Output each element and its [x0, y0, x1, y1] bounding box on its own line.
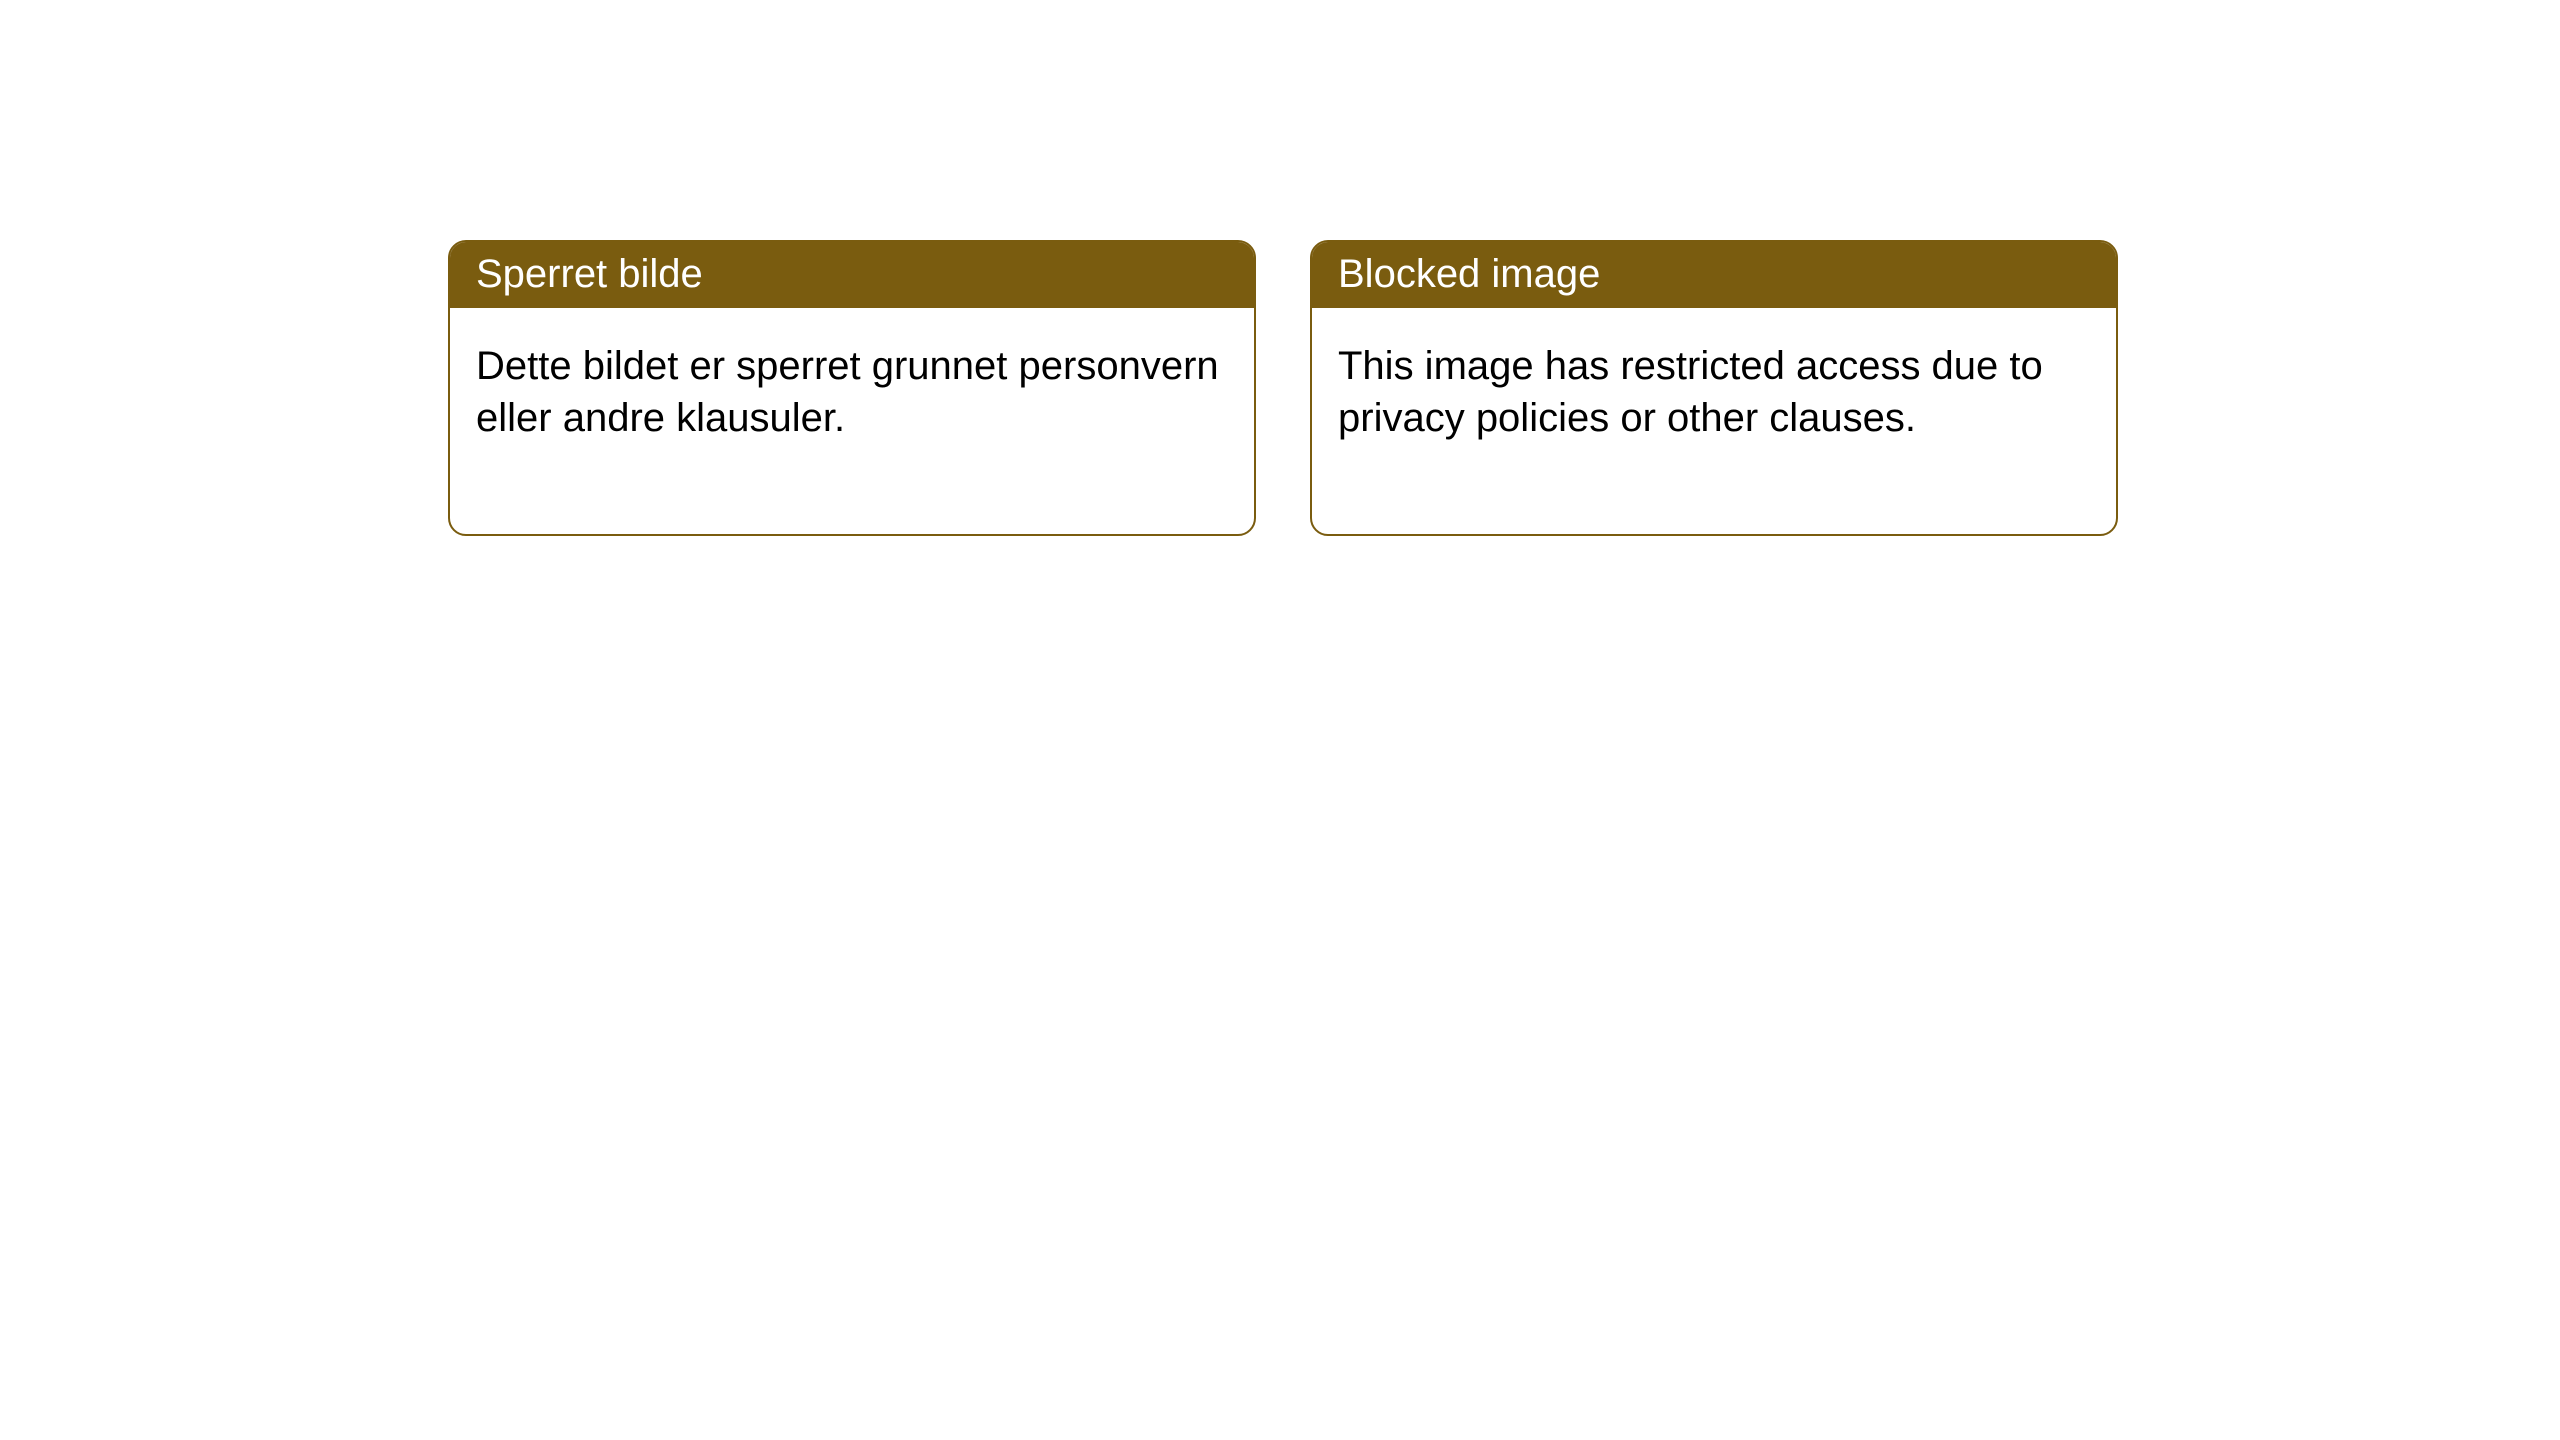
card-title: Sperret bilde: [476, 252, 703, 296]
card-body-text: Dette bildet er sperret grunnet personve…: [476, 344, 1219, 440]
card-title: Blocked image: [1338, 252, 1600, 296]
card-header: Sperret bilde: [450, 242, 1254, 308]
card-body: Dette bildet er sperret grunnet personve…: [450, 308, 1254, 534]
card-header: Blocked image: [1312, 242, 2116, 308]
card-blocked-image-no: Sperret bilde Dette bildet er sperret gr…: [448, 240, 1256, 536]
cards-container: Sperret bilde Dette bildet er sperret gr…: [448, 240, 2560, 536]
card-blocked-image-en: Blocked image This image has restricted …: [1310, 240, 2118, 536]
card-body: This image has restricted access due to …: [1312, 308, 2116, 534]
card-body-text: This image has restricted access due to …: [1338, 344, 2043, 440]
